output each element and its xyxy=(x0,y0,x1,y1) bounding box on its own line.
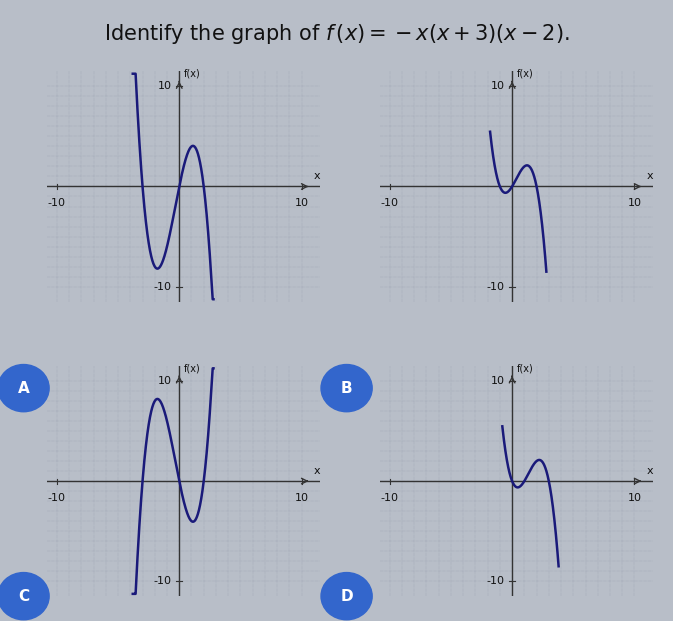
Text: D: D xyxy=(341,589,353,604)
Text: 10: 10 xyxy=(295,199,309,209)
Text: x: x xyxy=(314,466,320,476)
Text: B: B xyxy=(341,381,353,396)
Text: Identify the graph of $f\,(x)=-x(x+3)(x-2)$.: Identify the graph of $f\,(x)=-x(x+3)(x-… xyxy=(104,22,569,46)
Text: f(x): f(x) xyxy=(184,68,201,78)
Text: -10: -10 xyxy=(154,281,172,291)
Text: -10: -10 xyxy=(48,493,66,503)
Text: x: x xyxy=(647,171,653,181)
Text: f(x): f(x) xyxy=(517,363,534,373)
Text: -10: -10 xyxy=(487,576,505,586)
Text: -10: -10 xyxy=(48,199,66,209)
Text: 10: 10 xyxy=(491,81,505,91)
Text: -10: -10 xyxy=(154,576,172,586)
Text: 10: 10 xyxy=(491,376,505,386)
Text: 10: 10 xyxy=(627,493,641,503)
Text: f(x): f(x) xyxy=(184,363,201,373)
Text: A: A xyxy=(17,381,30,396)
Text: 10: 10 xyxy=(158,81,172,91)
Text: C: C xyxy=(18,589,29,604)
Text: 10: 10 xyxy=(295,493,309,503)
Text: f(x): f(x) xyxy=(517,68,534,78)
Text: 10: 10 xyxy=(158,376,172,386)
Text: -10: -10 xyxy=(381,493,399,503)
Text: x: x xyxy=(647,466,653,476)
Text: -10: -10 xyxy=(487,281,505,291)
Text: -10: -10 xyxy=(381,199,399,209)
Text: 10: 10 xyxy=(627,199,641,209)
Text: x: x xyxy=(314,171,320,181)
